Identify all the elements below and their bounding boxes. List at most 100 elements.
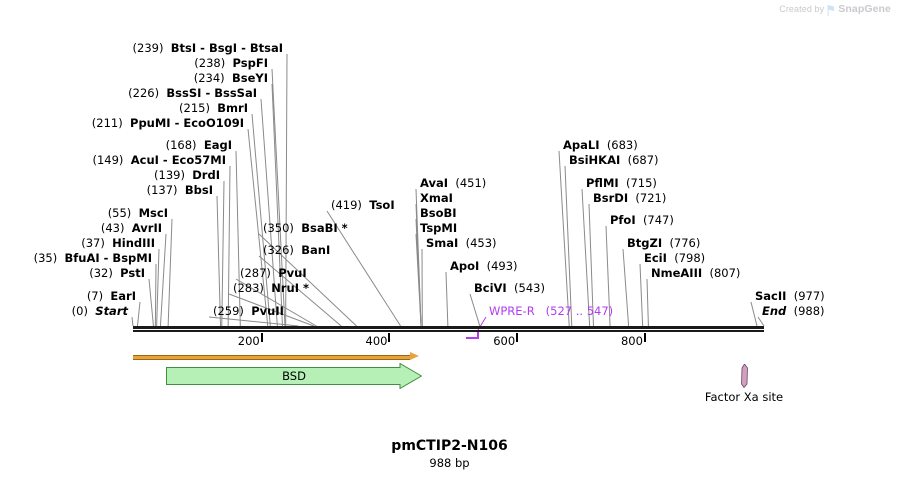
enzyme-name: ApaLI bbox=[563, 138, 600, 152]
enzyme-label-pvuii[interactable]: (259) PvuII bbox=[213, 305, 284, 317]
enzyme-label-nrui[interactable]: (283) NruI * bbox=[233, 282, 309, 294]
enzyme-label-sacii[interactable]: SacII (977) bbox=[755, 290, 825, 302]
enzyme-name: NruI * bbox=[271, 281, 310, 295]
enzyme-label-bfuai[interactable]: (35) BfuAI - BspMI bbox=[34, 252, 152, 264]
enzyme-label-xmai[interactable]: XmaI bbox=[420, 192, 453, 204]
enzyme-name: PflMI bbox=[586, 176, 619, 190]
leader-line-ecii bbox=[639, 263, 644, 327]
leader-line-tspmi bbox=[415, 233, 422, 327]
orf-arrow[interactable] bbox=[133, 352, 419, 361]
feature-label-wpre-r[interactable]: WPRE-R (527 .. 547) bbox=[489, 305, 613, 317]
factor-xa-marker[interactable] bbox=[737, 363, 751, 392]
enzyme-name: BmrI bbox=[217, 101, 248, 115]
enzyme-label-drdi[interactable]: (139) DrdI bbox=[154, 169, 220, 181]
enzyme-label-apali[interactable]: ApaLI (683) bbox=[563, 139, 638, 151]
enzyme-label-pfoi[interactable]: PfoI (747) bbox=[610, 214, 674, 226]
enzyme-name: NmeAIII bbox=[651, 266, 703, 280]
watermark-prefix: Created by bbox=[779, 4, 825, 14]
enzyme-label-pflmi[interactable]: PflMI (715) bbox=[586, 177, 657, 189]
enzyme-position: (451) bbox=[455, 176, 487, 190]
leader-line-acui bbox=[227, 165, 231, 327]
leader-line-hindiii bbox=[156, 248, 160, 327]
enzyme-label-bseyi[interactable]: (234) BseYI bbox=[194, 72, 268, 84]
enzyme-position: (798) bbox=[674, 251, 706, 265]
enzyme-label-tspmi[interactable]: TspMI bbox=[420, 222, 457, 234]
enzyme-position: (35) bbox=[33, 251, 58, 265]
enzyme-position: (239) bbox=[132, 41, 164, 55]
enzyme-label-bbsi[interactable]: (137) BbsI bbox=[147, 184, 213, 196]
enzyme-label-avrii[interactable]: (43) AvrII bbox=[101, 222, 162, 234]
enzyme-label-bani[interactable]: (326) BanI bbox=[263, 244, 330, 256]
enzyme-label-pvui[interactable]: (287) PvuI bbox=[240, 267, 307, 279]
leader-line-apoi bbox=[445, 271, 449, 327]
enzyme-name: ApoI bbox=[450, 259, 480, 273]
enzyme-name: SacII bbox=[755, 289, 787, 303]
enzyme-label-ecii[interactable]: EciI (798) bbox=[644, 252, 705, 264]
enzyme-position: (139) bbox=[154, 168, 185, 182]
enzyme-position: (211) bbox=[91, 116, 123, 130]
enzyme-name: PstI bbox=[120, 266, 145, 280]
leader-line-apali bbox=[558, 150, 570, 327]
leader-line-sacii bbox=[750, 301, 758, 327]
enzyme-position: (259) bbox=[213, 304, 244, 318]
leader-line-msci bbox=[167, 218, 173, 327]
enzyme-label-hindiii[interactable]: (37) HindIII bbox=[81, 237, 155, 249]
enzyme-name: DrdI bbox=[192, 168, 220, 182]
enzyme-label-bcivi[interactable]: BciVI (543) bbox=[474, 282, 545, 294]
enzyme-name: BsiHKAI bbox=[569, 153, 621, 167]
enzyme-name: TsoI bbox=[369, 198, 395, 212]
enzyme-position: (137) bbox=[146, 183, 178, 197]
enzyme-name: BciVI bbox=[474, 281, 507, 295]
enzyme-label-btsi[interactable]: (239) BtsI - BsgI - BtsaI bbox=[133, 42, 283, 54]
enzyme-label-bsihkai[interactable]: BsiHKAI (687) bbox=[569, 154, 659, 166]
enzyme-label-nmeaiii[interactable]: NmeAIII (807) bbox=[651, 267, 740, 279]
enzyme-label-acui[interactable]: (149) AcuI - Eco57MI bbox=[92, 154, 226, 166]
enzyme-name: BtgZI bbox=[627, 236, 663, 250]
enzyme-label-msci[interactable]: (55) MscI bbox=[108, 207, 168, 219]
enzyme-position: (37) bbox=[81, 236, 105, 250]
enzyme-label-bmri[interactable]: (215) BmrI bbox=[179, 102, 248, 114]
enzyme-name: EarI bbox=[110, 289, 136, 303]
enzyme-name: PvuII bbox=[251, 304, 284, 318]
watermark-brand: SnapGene bbox=[838, 3, 891, 15]
enzyme-position: (226) bbox=[128, 86, 160, 100]
enzyme-label-bsabi[interactable]: (350) BsaBI * bbox=[263, 222, 348, 234]
enzyme-name: BtsI - BsgI - BtsaI bbox=[170, 41, 283, 55]
enzyme-position: (807) bbox=[709, 266, 741, 280]
enzyme-label-eagi[interactable]: (168) EagI bbox=[166, 139, 232, 151]
enzyme-label-btgzi[interactable]: BtgZI (776) bbox=[627, 237, 700, 249]
enzyme-name: Start bbox=[95, 304, 128, 318]
enzyme-position: (0) bbox=[71, 304, 88, 318]
enzyme-label-tsoi[interactable]: (419) TsoI bbox=[331, 199, 395, 211]
leader-line-bsobi bbox=[415, 218, 422, 327]
enzyme-label-eari[interactable]: (7) EarI bbox=[87, 290, 136, 302]
leader-line-eari bbox=[136, 301, 141, 327]
enzyme-label-ppumi[interactable]: (211) PpuMI - EcoO109I bbox=[92, 117, 244, 129]
enzyme-label-pspfi[interactable]: (238) PspFI bbox=[194, 57, 268, 69]
enzyme-position: (283) bbox=[233, 281, 264, 295]
enzyme-label-bsssi[interactable]: (226) BssSI - BssSaI bbox=[128, 87, 257, 99]
enzyme-name: HindIII bbox=[112, 236, 155, 250]
enzyme-name: AvaI bbox=[420, 176, 449, 190]
enzyme-label-end[interactable]: End (988) bbox=[762, 305, 825, 317]
enzyme-position: (350) bbox=[263, 221, 294, 235]
leader-line-nmeaiii bbox=[646, 278, 649, 327]
enzyme-label-avai[interactable]: AvaI (451) bbox=[420, 177, 486, 189]
enzyme-position: (55) bbox=[107, 206, 132, 220]
enzyme-position: (721) bbox=[635, 191, 667, 205]
enzyme-position: (215) bbox=[179, 101, 210, 115]
enzyme-position: (287) bbox=[240, 266, 271, 280]
enzyme-label-smai[interactable]: SmaI (453) bbox=[426, 237, 497, 249]
enzyme-label-psti[interactable]: (32) PstI bbox=[89, 267, 145, 279]
enzyme-position: (683) bbox=[606, 138, 638, 152]
enzyme-label-start[interactable]: (0) Start bbox=[72, 305, 128, 317]
enzyme-label-bsobi[interactable]: BsoBI bbox=[420, 207, 457, 219]
leader-line-bfuai bbox=[154, 263, 157, 327]
sequence-line-top bbox=[133, 326, 764, 329]
bsd-gene-arrow[interactable]: BSD bbox=[166, 363, 422, 389]
enzyme-label-bsrdi[interactable]: BsrDI (721) bbox=[593, 192, 666, 204]
ruler-tick bbox=[516, 333, 519, 342]
page-subtitle: 988 bp bbox=[429, 456, 470, 470]
enzyme-label-apoi[interactable]: ApoI (493) bbox=[450, 260, 518, 272]
leader-line-avrii bbox=[159, 233, 167, 327]
